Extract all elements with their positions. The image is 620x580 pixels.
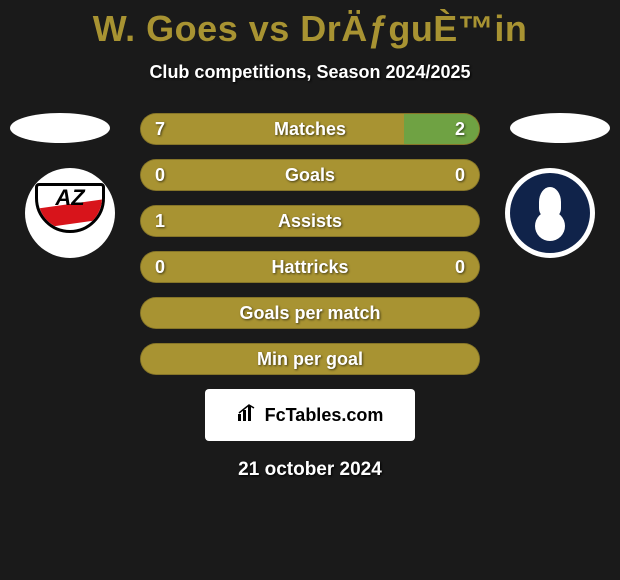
stat-left-value: 1	[155, 211, 165, 232]
attribution-badge: FcTables.com	[205, 389, 415, 441]
player-right-name: DrÄƒguÈ™in	[300, 8, 527, 49]
team-right-logo	[505, 168, 595, 258]
stat-bar: 00Goals	[140, 159, 480, 191]
vs-text: vs	[249, 8, 290, 49]
comparison-title: W. Goes vs DrÄƒguÈ™in	[0, 0, 620, 50]
bar-fill-full	[141, 206, 479, 236]
player-left-ellipse	[10, 113, 110, 143]
bar-fill-right	[404, 114, 479, 144]
attribution-text: FcTables.com	[265, 405, 384, 426]
stat-left-value: 0	[155, 165, 165, 186]
stat-left-value: 0	[155, 257, 165, 278]
stat-bar: 72Matches	[140, 113, 480, 145]
stat-bar: Min per goal	[140, 343, 480, 375]
stat-right-value: 2	[455, 119, 465, 140]
spurs-badge	[510, 173, 590, 253]
date-text: 21 october 2024	[0, 459, 620, 481]
bar-fill-full	[141, 252, 479, 282]
stat-bar: 1Assists	[140, 205, 480, 237]
stat-right-value: 0	[455, 257, 465, 278]
bar-fill-full	[141, 344, 479, 374]
comparison-content: AZ 72Matches00Goals1Assists00HattricksGo…	[0, 113, 620, 481]
stat-right-value: 0	[455, 165, 465, 186]
stat-bars: 72Matches00Goals1Assists00HattricksGoals…	[140, 113, 480, 375]
player-left-name: W. Goes	[93, 8, 239, 49]
az-badge-text: AZ	[35, 185, 105, 211]
bar-fill-full	[141, 298, 479, 328]
stat-bar: 00Hattricks	[140, 251, 480, 283]
bar-fill-left	[141, 114, 404, 144]
subtitle: Club competitions, Season 2024/2025	[0, 62, 620, 83]
team-left-logo: AZ	[25, 168, 115, 258]
player-right-ellipse	[510, 113, 610, 143]
chart-icon	[237, 404, 259, 427]
az-badge: AZ	[35, 183, 105, 243]
bar-fill-full	[141, 160, 479, 190]
stat-bar: Goals per match	[140, 297, 480, 329]
stat-left-value: 7	[155, 119, 165, 140]
